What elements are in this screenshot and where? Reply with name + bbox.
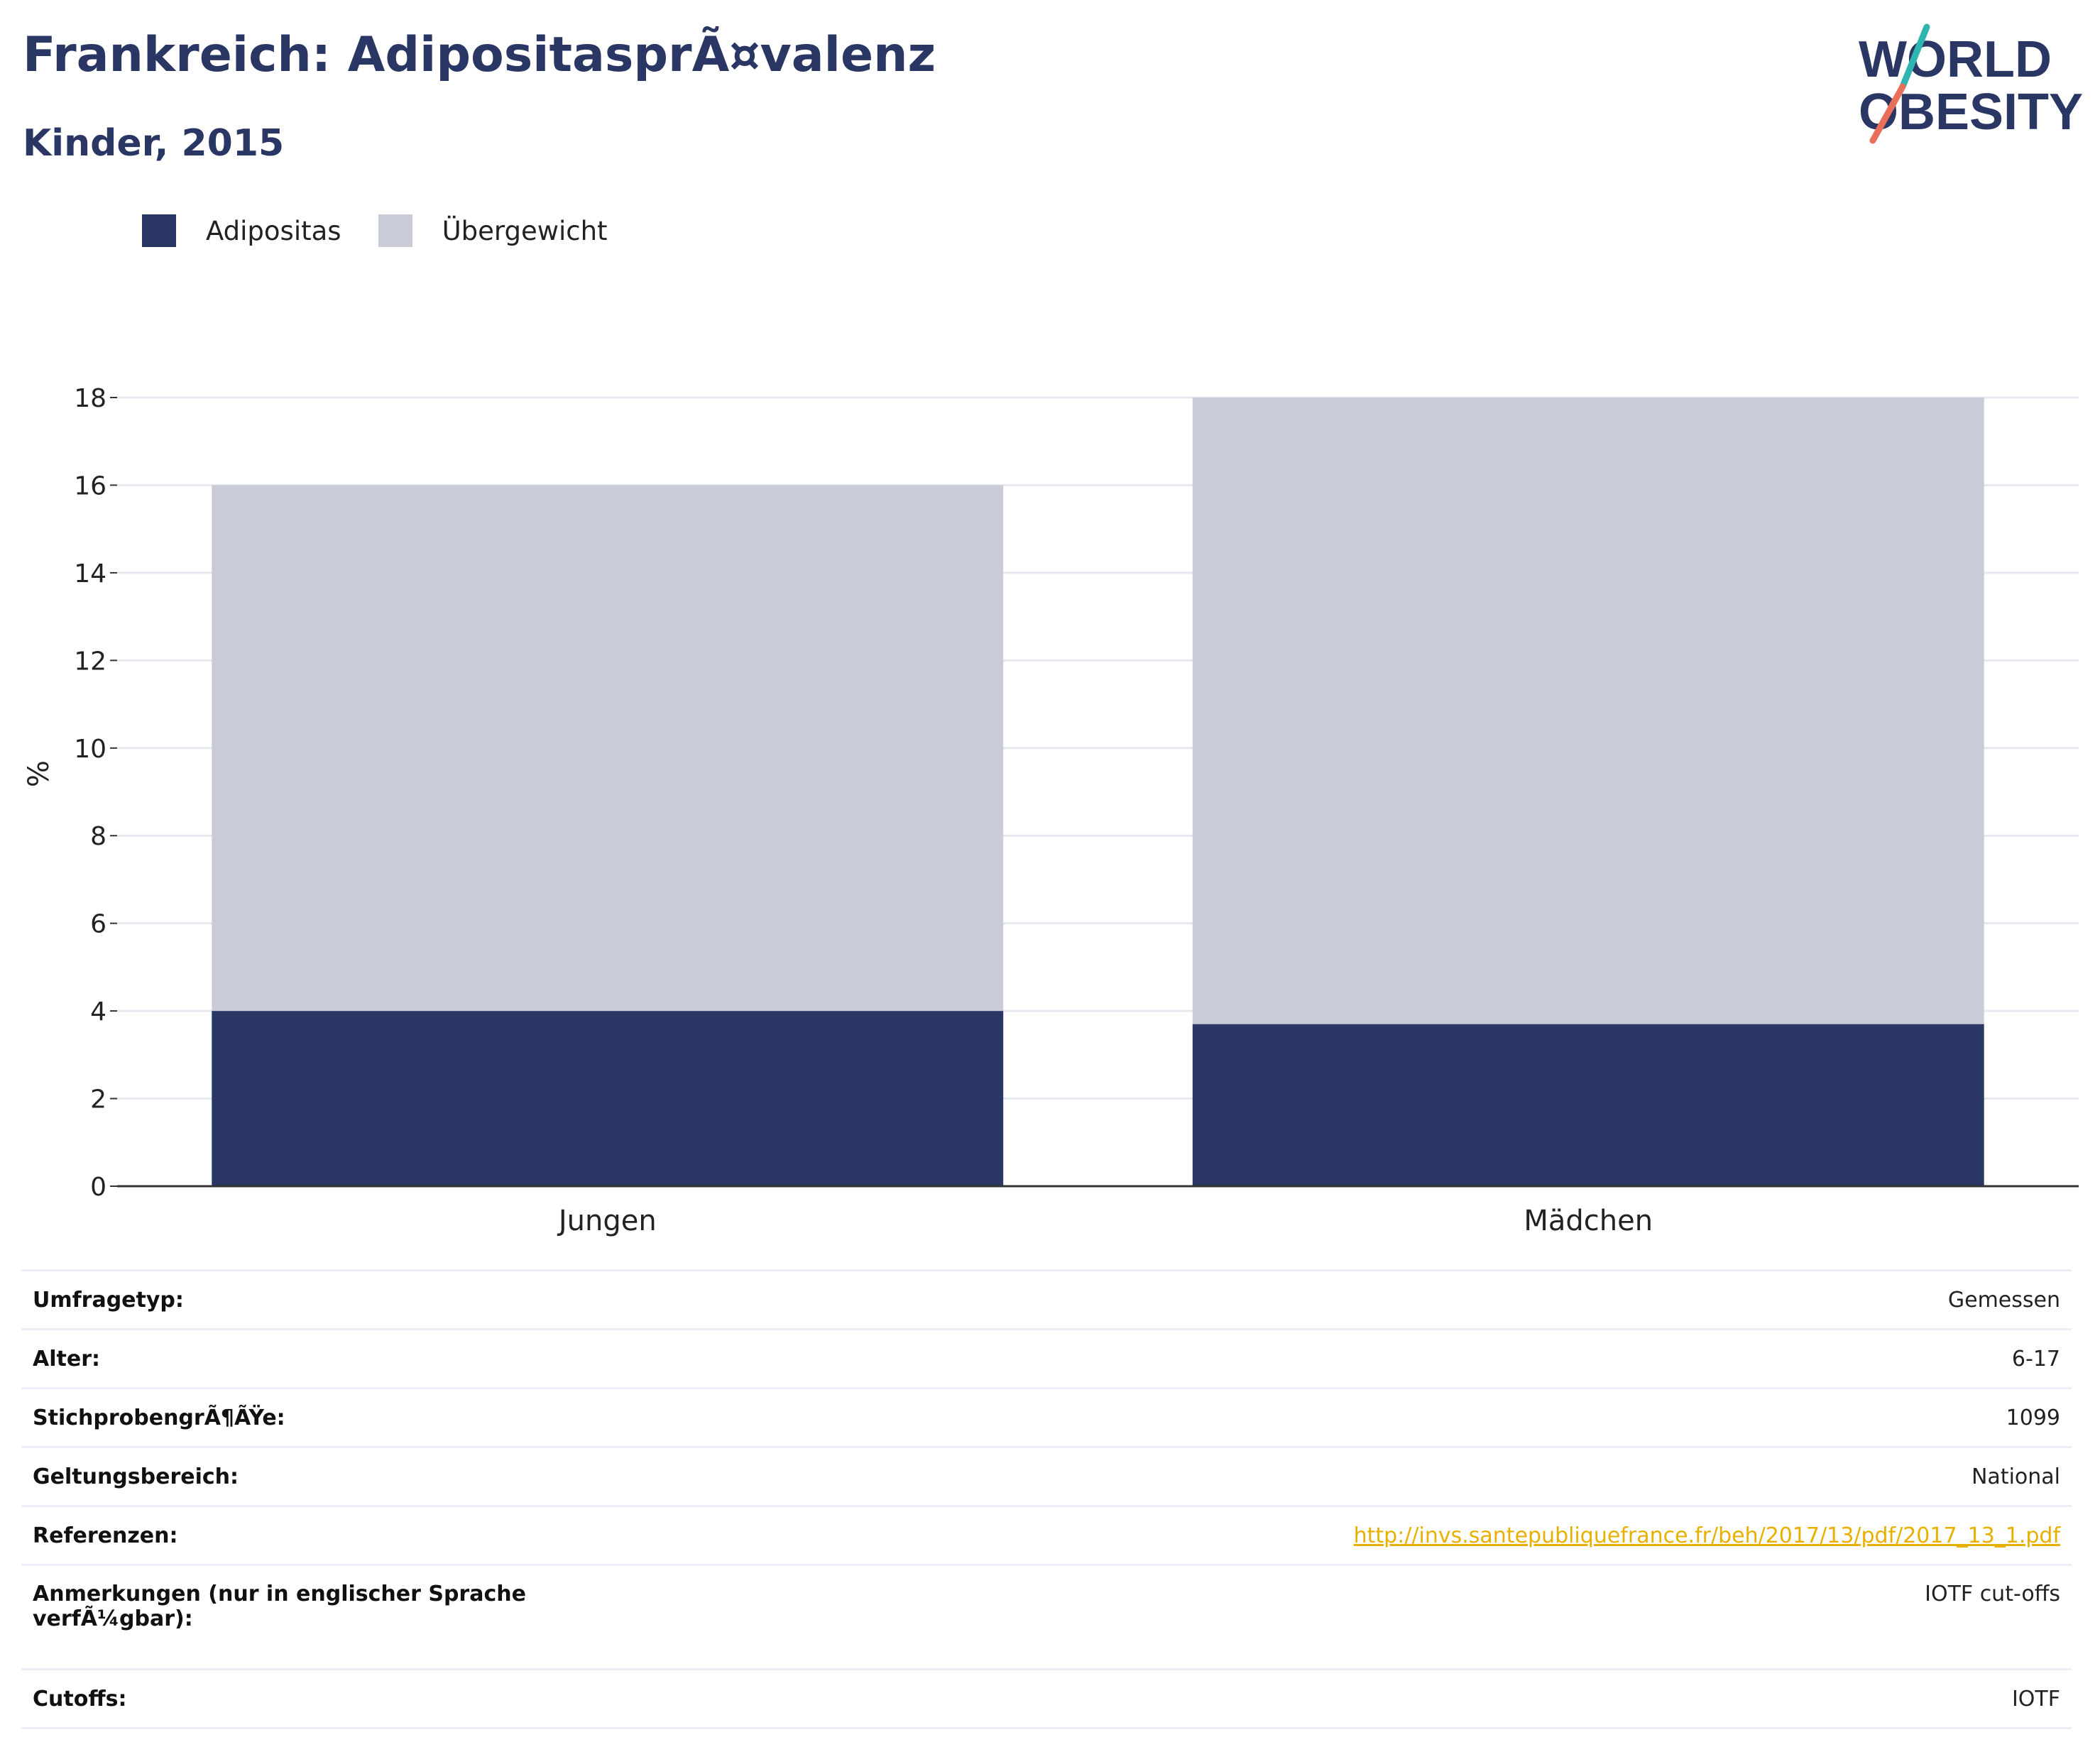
table-row: Cutoffs: IOTF <box>21 1668 2072 1729</box>
row-key: Alter: <box>21 1328 555 1389</box>
y-tick-label: 8 <box>90 822 106 851</box>
y-tick-label: 4 <box>90 997 106 1026</box>
axes: 0 2 4 6 8 10 12 14 16 18 Jungen Mädchen <box>74 384 2079 1237</box>
row-value: National <box>555 1446 2072 1506</box>
x-tick-label: Jungen <box>557 1205 657 1237</box>
world-obesity-logo: WORLD OBESITY <box>1859 23 2083 144</box>
y-tick-label: 16 <box>74 471 106 500</box>
x-tick-label: Mädchen <box>1524 1205 1653 1237</box>
legend-label-adipositas: Adipositas <box>206 215 341 246</box>
row-value: IOTF <box>555 1668 2072 1729</box>
table-row: Umfragetyp: Gemessen <box>21 1269 2072 1330</box>
bar-chart: 0 2 4 6 8 10 12 14 16 18 Jungen Mädchen % <box>23 384 2079 1237</box>
table-row: Geltungsbereich: National <box>21 1446 2072 1506</box>
chart-subtitle: Kinder, 2015 <box>23 122 285 165</box>
row-key: Anmerkungen (nur in englischer Sprache v… <box>21 1564 555 1670</box>
row-key: Geltungsbereich: <box>21 1446 555 1506</box>
y-tick-label: 10 <box>74 735 106 764</box>
bar-uebergewicht-0[interactable] <box>212 485 1004 1012</box>
logo-slash-coral <box>1869 83 1906 144</box>
legend-label-uebergewicht: Übergewicht <box>442 215 608 246</box>
survey-info-table: Umfragetyp: Gemessen Alter: 6-17 Stichpr… <box>21 1269 2072 1729</box>
y-tick-label: 2 <box>90 1085 106 1115</box>
y-tick-label: 6 <box>90 910 106 939</box>
legend-item-uebergewicht[interactable]: Übergewicht <box>378 214 608 247</box>
table-row: Alter: 6-17 <box>21 1328 2072 1389</box>
table-row: Referenzen: http://invs.santepubliquefra… <box>21 1505 2072 1565</box>
row-key: StichprobengrÃ¶ÃŸe: <box>21 1387 555 1447</box>
logo-text-world: WORLD <box>1859 31 2052 88</box>
row-value: IOTF cut-offs <box>555 1564 2072 1670</box>
y-axis-label: % <box>23 760 55 787</box>
bar-uebergewicht-1[interactable] <box>1192 398 1984 1024</box>
reference-link[interactable]: http://invs.santepubliquefrance.fr/beh/2… <box>1353 1523 2060 1548</box>
bar-adipositas-0[interactable] <box>212 1011 1004 1186</box>
legend-swatch-uebergewicht <box>378 214 412 247</box>
row-value: Gemessen <box>555 1269 2072 1330</box>
row-value: 1099 <box>555 1387 2072 1447</box>
row-key: Referenzen: <box>21 1505 555 1565</box>
y-tick-label: 0 <box>90 1173 106 1202</box>
table-row: StichprobengrÃ¶ÃŸe: 1099 <box>21 1387 2072 1447</box>
row-key: Cutoffs: <box>21 1668 555 1729</box>
bars <box>212 398 1984 1186</box>
chart-title: Frankreich: AdipositasprÃ¤valenz <box>23 27 936 83</box>
legend-swatch-adipositas <box>142 214 176 247</box>
logo-slash-teal <box>1899 23 1930 90</box>
row-value: 6-17 <box>555 1328 2072 1389</box>
logo-text-obesity: OBESITY <box>1859 84 2083 141</box>
table-row: Anmerkungen (nur in englischer Sprache v… <box>21 1564 2072 1670</box>
row-key: Umfragetyp: <box>21 1269 555 1330</box>
chart-legend: Adipositas Übergewicht <box>142 213 645 248</box>
legend-item-adipositas[interactable]: Adipositas <box>142 214 341 247</box>
y-tick-label: 12 <box>74 647 106 676</box>
y-tick-label: 14 <box>74 559 106 588</box>
y-tick-label: 18 <box>74 384 106 413</box>
bar-adipositas-1[interactable] <box>1192 1024 1984 1186</box>
